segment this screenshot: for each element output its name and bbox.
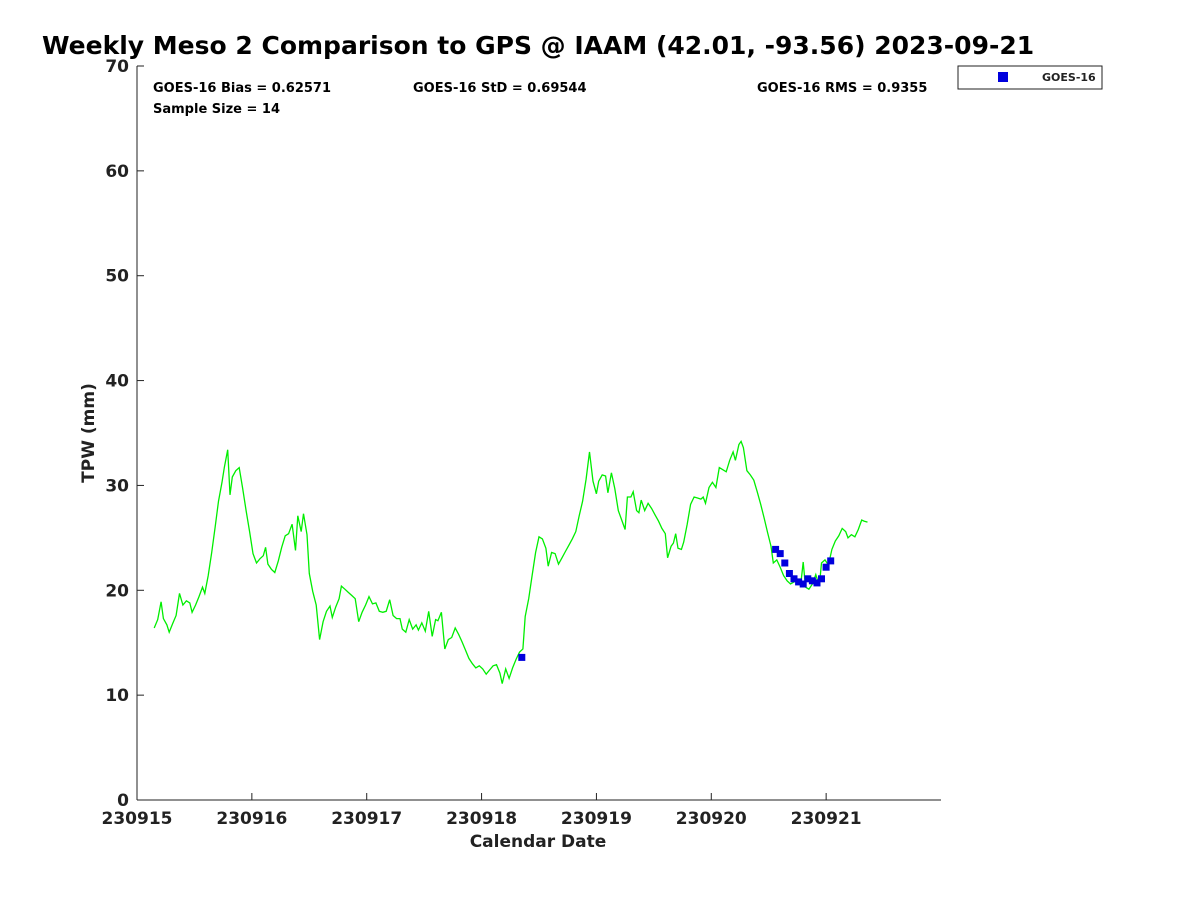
y-tick-label: 20 bbox=[105, 581, 129, 601]
goes16-point bbox=[781, 559, 789, 567]
y-tick-label: 40 bbox=[105, 372, 129, 392]
y-ticks: 0 10 20 30 40 50 60 70 bbox=[105, 57, 144, 811]
y-axis-label: TPW (mm) bbox=[79, 383, 99, 483]
legend-box bbox=[957, 65, 1103, 90]
goes16-point bbox=[795, 578, 803, 586]
std-stat: GOES-16 StD = 0.69544 bbox=[413, 81, 587, 96]
x-tick-label: 230920 bbox=[676, 809, 747, 829]
x-tick-label: 230918 bbox=[446, 809, 517, 829]
y-tick-label: 30 bbox=[105, 476, 129, 496]
goes16-point bbox=[818, 575, 825, 583]
goes16-point bbox=[772, 545, 780, 553]
goes16-point bbox=[799, 580, 807, 588]
x-tick-label: 230919 bbox=[561, 809, 632, 829]
goes16-point bbox=[827, 557, 835, 565]
x-tick-label: 230916 bbox=[216, 809, 287, 829]
goes16-point bbox=[518, 653, 526, 661]
series-points-goes16 bbox=[518, 545, 835, 661]
x-tick-label: 230921 bbox=[791, 809, 862, 829]
y-tick-label: 60 bbox=[105, 162, 129, 182]
goes16-point bbox=[790, 575, 798, 583]
y-tick-label: 70 bbox=[105, 57, 129, 77]
goes16-point bbox=[776, 550, 784, 558]
goes16-point bbox=[822, 563, 830, 571]
x-tick-label: 230917 bbox=[331, 809, 402, 829]
bias-stat: GOES-16 Bias = 0.62571 bbox=[153, 81, 331, 96]
x-tick-label: 230915 bbox=[102, 809, 173, 829]
plot-area bbox=[137, 66, 941, 800]
y-tick-label: 10 bbox=[105, 686, 129, 706]
x-ticks: 230915 230916 230917 230918 230919 230920 2309… bbox=[102, 793, 862, 829]
y-tick-label: 0 bbox=[117, 791, 129, 811]
goes16-point bbox=[785, 570, 793, 577]
x-axis-label: Calendar Date bbox=[470, 832, 607, 852]
sample-size-stat: Sample Size = 14 bbox=[153, 102, 280, 117]
legend: GOES-16 bbox=[957, 65, 1103, 90]
goes16-point bbox=[804, 575, 812, 583]
y-tick-label: 50 bbox=[105, 267, 129, 287]
chart-title: Weekly Meso 2 Comparison to GPS @ IAAM (… bbox=[42, 31, 1034, 60]
series-line-gps bbox=[153, 440, 868, 684]
goes16-point bbox=[808, 577, 816, 585]
legend-marker-goes16 bbox=[998, 72, 1008, 82]
legend-entry-goes16: GOES-16 bbox=[1042, 71, 1096, 84]
rms-stat: GOES-16 RMS = 0.9355 bbox=[757, 81, 927, 96]
goes16-point bbox=[813, 579, 821, 587]
